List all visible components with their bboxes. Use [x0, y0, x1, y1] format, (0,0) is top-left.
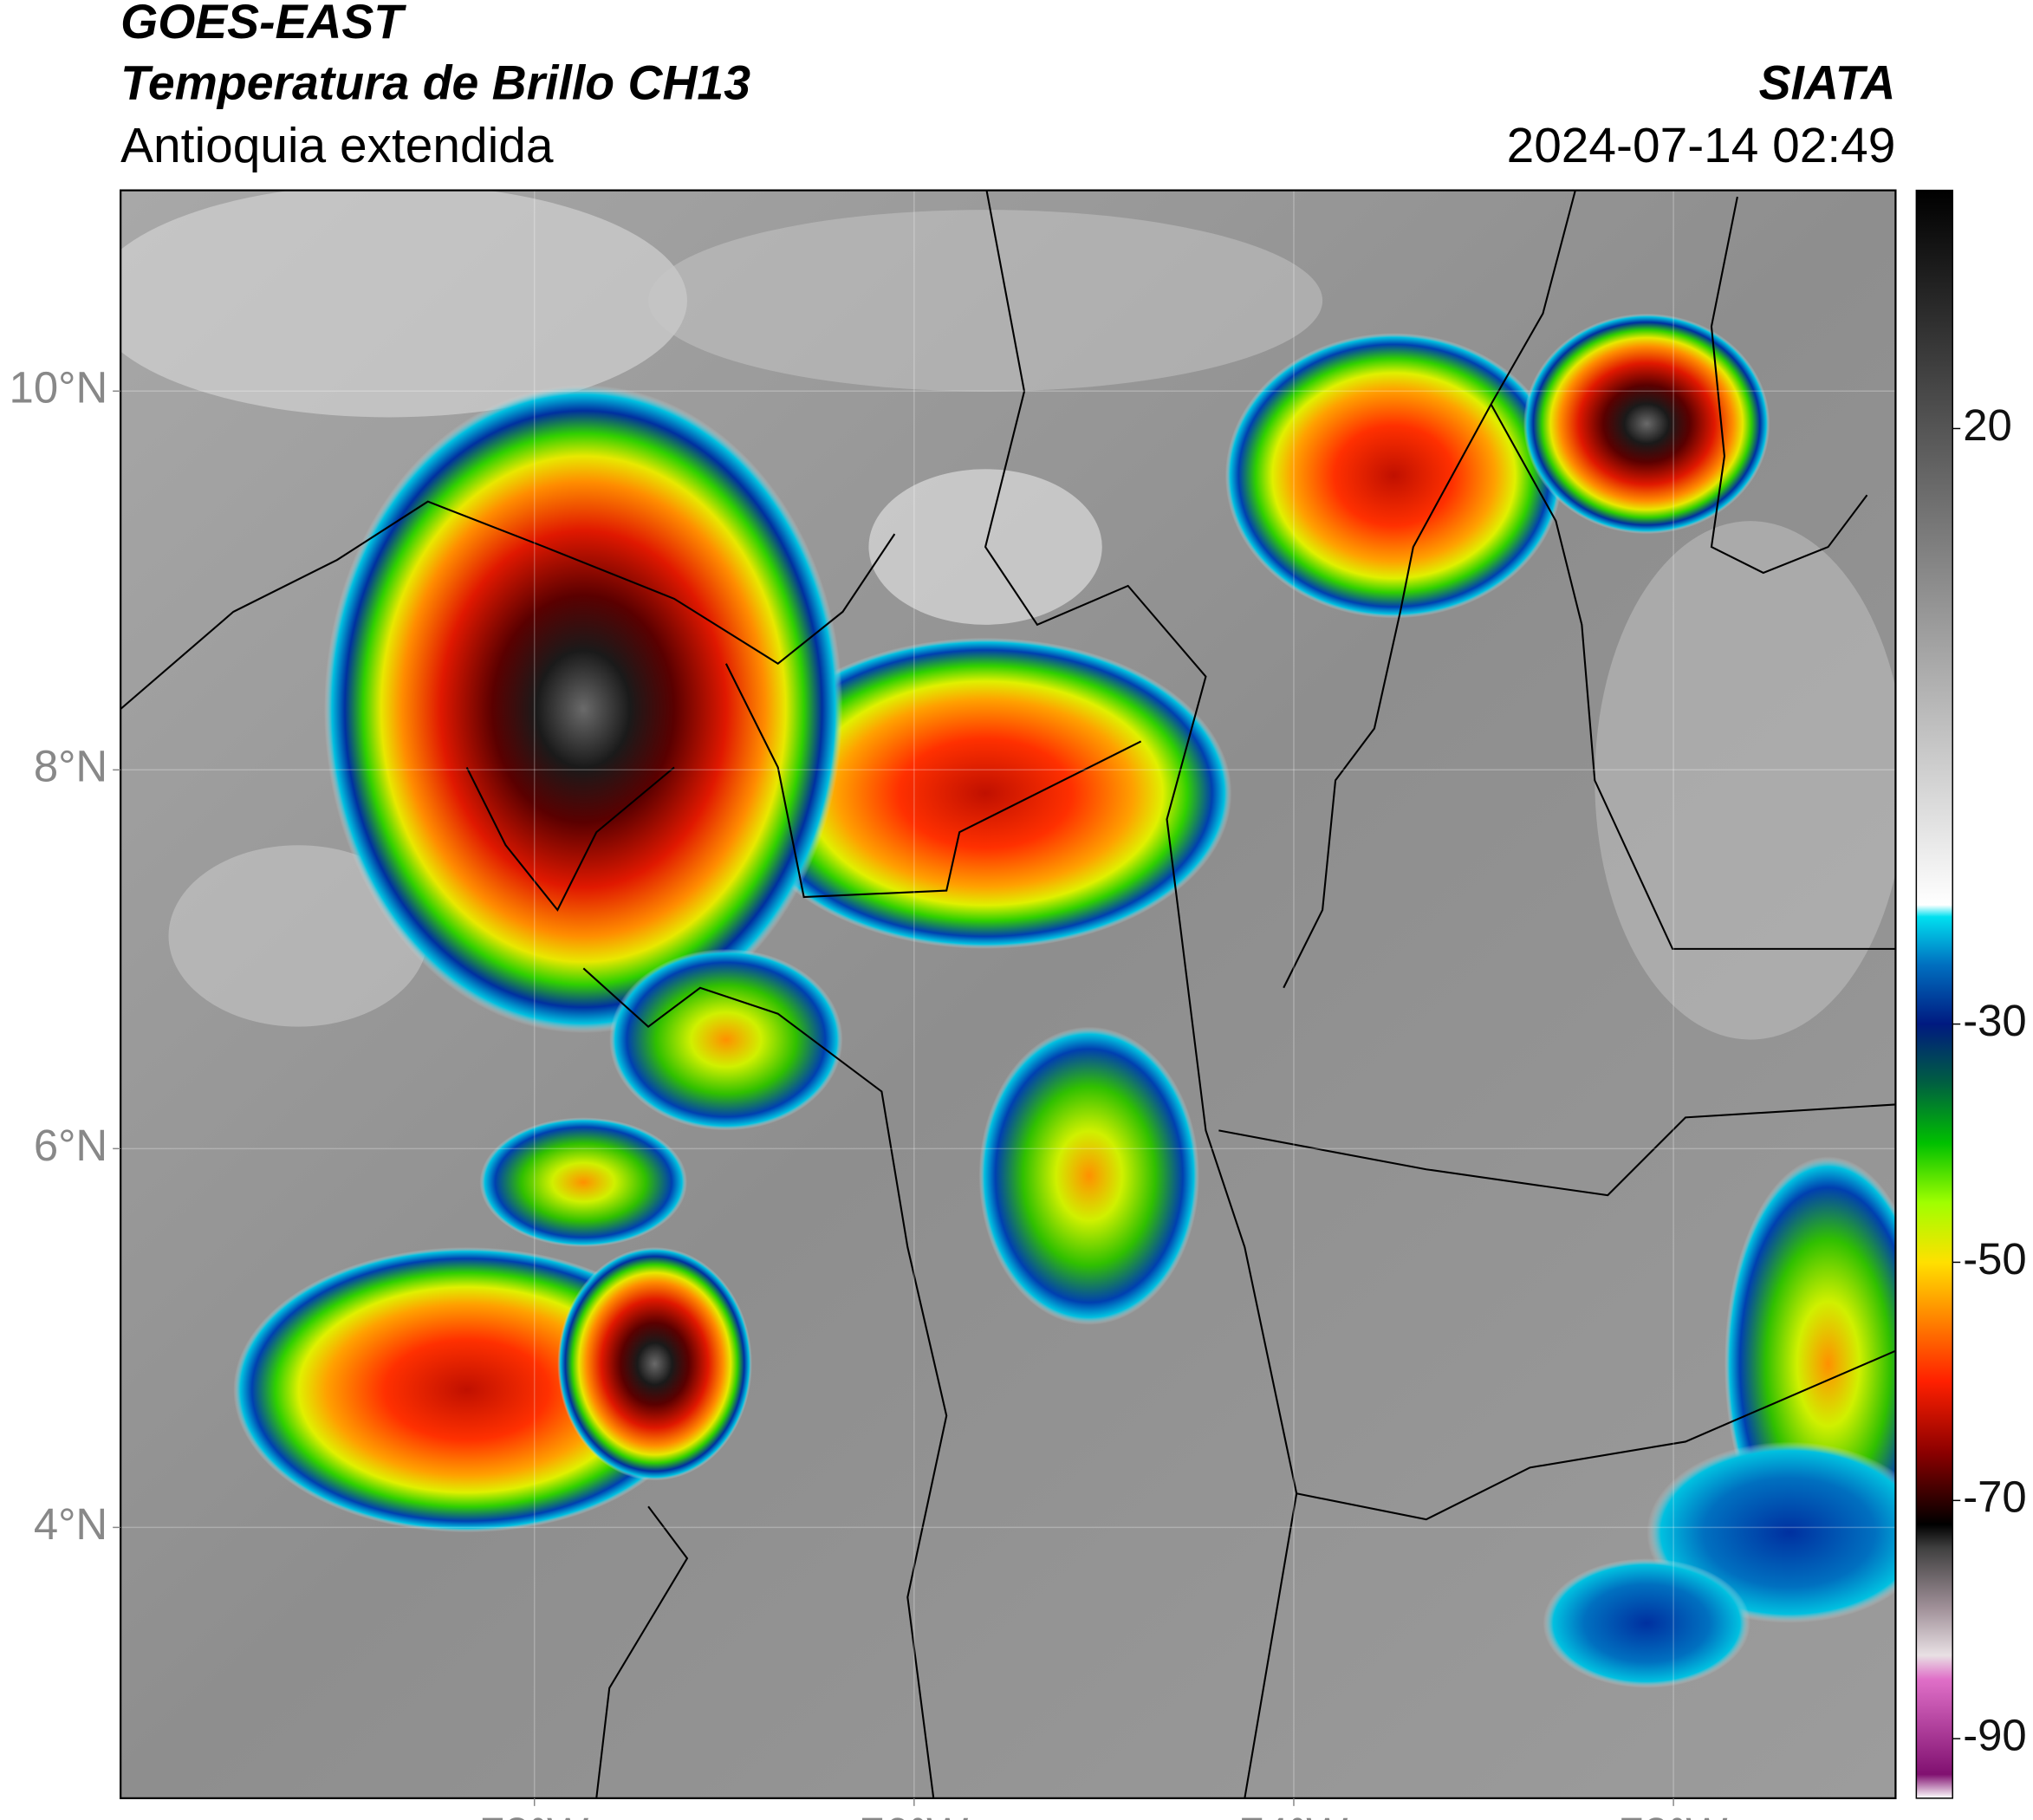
grid	[120, 190, 1896, 1798]
x-tick-label: 78°W	[480, 1809, 588, 1820]
storm	[324, 385, 843, 1034]
source: SIATA	[1759, 56, 1896, 110]
subtitle: Temperatura de Brillo CH13	[120, 56, 750, 110]
cloud	[168, 845, 428, 1027]
border	[595, 1505, 689, 1798]
border	[1218, 1103, 1896, 1197]
border	[465, 766, 675, 912]
map-frame	[120, 189, 1897, 1800]
colorbar-tick-label: -50	[1963, 1234, 2027, 1284]
x-tick-label: 72°W	[1620, 1809, 1728, 1820]
x-tick-label: 76°W	[860, 1809, 968, 1820]
storm	[1543, 1558, 1750, 1688]
x-tick-label: 74°W	[1240, 1809, 1348, 1820]
storm	[479, 1117, 687, 1248]
storm	[609, 948, 843, 1131]
border	[1283, 190, 1576, 989]
border	[1710, 196, 1868, 575]
colorbar-tick-label: -70	[1963, 1472, 2027, 1522]
storm	[557, 1247, 752, 1481]
storm	[1523, 313, 1770, 535]
colorbar-tick-label: -30	[1963, 996, 2027, 1045]
title: GOES-EAST	[120, 0, 406, 49]
y-tick-label: 4°N	[34, 1499, 107, 1549]
border	[120, 500, 896, 710]
border	[724, 663, 1142, 899]
border	[1490, 403, 1896, 950]
cloud	[120, 190, 687, 418]
colorbar-tick-label: 20	[1963, 400, 2012, 450]
storm	[1224, 333, 1562, 619]
y-tick-label: 8°N	[34, 742, 107, 791]
map-image	[120, 190, 1896, 1798]
colorbar-tick-label: -90	[1963, 1711, 2027, 1760]
border	[582, 967, 948, 1798]
storm	[738, 637, 1232, 949]
cloud	[648, 210, 1323, 392]
region: Antioquia extendida	[120, 119, 554, 173]
y-tick-label: 10°N	[10, 363, 108, 413]
border	[984, 190, 1298, 1798]
y-tick-label: 6°N	[34, 1121, 107, 1170]
colorbar	[1915, 189, 1953, 1799]
cloud	[1595, 521, 1896, 1040]
border	[1296, 1349, 1896, 1521]
storm	[978, 1026, 1199, 1325]
datetime: 2024-07-14 02:49	[1507, 119, 1896, 173]
